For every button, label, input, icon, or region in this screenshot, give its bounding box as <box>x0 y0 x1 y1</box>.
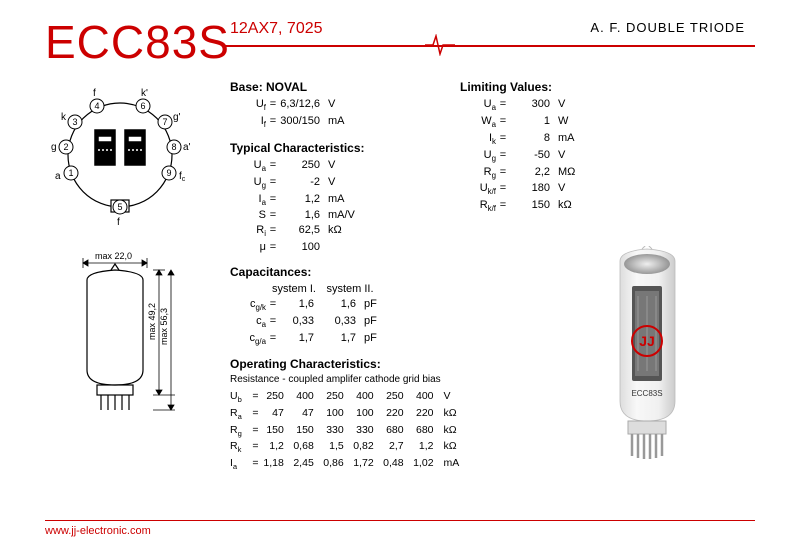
cap-row: ca=0,330,33pF <box>230 314 460 331</box>
svg-text:6: 6 <box>140 101 145 111</box>
title-type: A. F. DOUBLE TRIODE <box>590 20 745 35</box>
op-title: Operating Characteristics: <box>230 357 460 371</box>
spec-row: Rg=2,2MΩ <box>460 165 630 182</box>
spec-row: Wa=1W <box>460 114 630 131</box>
content-area: 1 2 3 4 5 6 7 8 9 <box>45 80 755 521</box>
cap-head1: system I. <box>266 282 322 297</box>
limiting-column: Limiting Values: Ua=300VWa=1WIk=8mAUg=-5… <box>460 80 630 215</box>
limiting-title: Limiting Values: <box>460 80 630 94</box>
cap-row: cg/a=1,71,7pF <box>230 331 460 348</box>
op-row: Ia=1,182,450,861,720,481,02mA <box>230 456 460 473</box>
svg-text:a': a' <box>183 142 191 153</box>
title-main: ECC83S <box>45 15 230 69</box>
cap-row: cg/k=1,61,6pF <box>230 297 460 314</box>
footer-rule <box>45 520 755 522</box>
outline-diagram: max 22,0 <box>45 250 195 430</box>
svg-text:8: 8 <box>171 142 176 152</box>
spec-row: μ=100 <box>230 240 460 255</box>
svg-text:k: k <box>61 112 67 123</box>
spec-row: Ri=62,5kΩ <box>230 223 460 240</box>
tube-model-label: ECC83S <box>631 389 662 398</box>
svg-text:5: 5 <box>117 202 122 212</box>
spec-row: Ia=1,2mA <box>230 192 460 209</box>
specs-column: Base: NOVAL Uf=6,3/12,6VIf=300/150mA Typ… <box>230 80 460 473</box>
spec-row: S=1,6mA/V <box>230 208 460 223</box>
title-subtitle: 12AX7, 7025 <box>230 20 323 38</box>
cap-head2: system II. <box>322 282 378 297</box>
header-rule <box>225 45 755 47</box>
op-row: Rk=1,20,681,50,822,71,2kΩ <box>230 439 460 456</box>
svg-text:2: 2 <box>63 142 68 152</box>
svg-text:3: 3 <box>72 117 77 127</box>
svg-text:g: g <box>51 142 57 153</box>
spec-row: Ua=250V <box>230 158 460 175</box>
spec-row: If=300/150mA <box>230 114 460 131</box>
header: ECC83S 12AX7, 7025 A. F. DOUBLE TRIODE <box>0 0 800 80</box>
svg-text:f: f <box>93 88 96 99</box>
heartbeat-icon <box>425 34 455 56</box>
op-row: Ub=250400250400250400V <box>230 389 460 406</box>
spec-row: Ua=300V <box>460 97 630 114</box>
svg-text:7: 7 <box>162 117 167 127</box>
cap-title: Capacitances: <box>230 265 460 279</box>
width-label: max 22,0 <box>95 251 132 261</box>
spec-row: Ik=8mA <box>460 131 630 148</box>
svg-text:4: 4 <box>94 101 99 111</box>
spec-row: Ug=-50V <box>460 148 630 165</box>
height1-label: max 49,2 <box>147 303 157 340</box>
spec-row: Rk/f=150kΩ <box>460 198 630 215</box>
diagrams-column: 1 2 3 4 5 6 7 8 9 <box>45 80 215 430</box>
tube-photo: JJ ECC83S <box>590 246 705 471</box>
typical-title: Typical Characteristics: <box>230 141 460 155</box>
height2-label: max 56,3 <box>159 308 169 345</box>
svg-text:9: 9 <box>166 168 171 178</box>
svg-text:a: a <box>55 171 61 182</box>
svg-text:fc: fc <box>179 171 186 183</box>
spec-row: Ug=-2V <box>230 175 460 192</box>
svg-text:JJ: JJ <box>639 333 655 349</box>
footer-url: www.jj-electronic.com <box>45 525 151 537</box>
base-title: Base: NOVAL <box>230 80 460 94</box>
svg-text:f: f <box>117 217 120 228</box>
svg-text:k': k' <box>141 88 148 99</box>
svg-text:g': g' <box>173 112 181 123</box>
op-subtitle: Resistance - coupled amplifer cathode gr… <box>230 374 460 385</box>
svg-text:1: 1 <box>68 168 73 178</box>
pinout-diagram: 1 2 3 4 5 6 7 8 9 <box>45 80 195 230</box>
spec-row: Uf=6,3/12,6V <box>230 97 460 114</box>
op-row: Ra=4747100100220220kΩ <box>230 406 460 423</box>
op-row: Rg=150150330330680680kΩ <box>230 423 460 440</box>
spec-row: Uk/f=180V <box>460 181 630 198</box>
